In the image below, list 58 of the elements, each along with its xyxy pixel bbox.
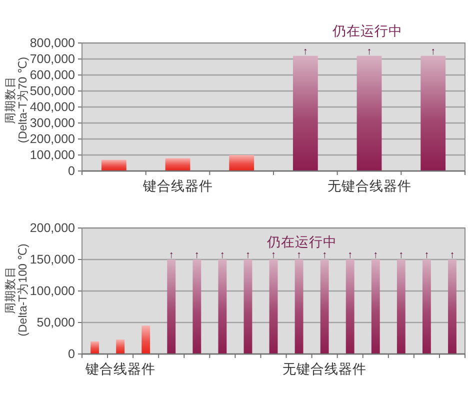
y-tick-label: 100,000 xyxy=(30,148,76,162)
data-label: ↑ xyxy=(322,250,328,261)
data-label: ↑ xyxy=(220,250,225,261)
data-label: ↑ xyxy=(450,250,455,261)
bar xyxy=(142,326,150,354)
bar xyxy=(244,260,252,354)
data-label: ↑ xyxy=(348,250,353,261)
bar xyxy=(356,56,382,171)
bar xyxy=(320,260,329,354)
annotation: 仍在运行中 xyxy=(266,234,338,250)
x-tick-label: 无键合线器件 xyxy=(327,178,412,194)
data-label: ↑ xyxy=(373,250,378,261)
y-tick-label: 400,000 xyxy=(30,100,76,114)
bar xyxy=(218,260,227,354)
y-tick-label: 50,000 xyxy=(36,316,76,330)
x-tick-label: 键合线器件 xyxy=(142,178,213,194)
data-label: ↑ xyxy=(245,250,250,261)
y-tick-label: 150,000 xyxy=(30,252,76,266)
data-label: ↑ xyxy=(366,46,372,58)
y-tick-label: 500,000 xyxy=(30,84,76,98)
data-label: ↑ xyxy=(271,250,276,261)
bar xyxy=(294,260,304,354)
text: 仍在运行中 xyxy=(331,24,402,38)
bar xyxy=(371,260,380,354)
data-label: ↑ xyxy=(430,46,436,58)
y-tick-label: 0 xyxy=(68,347,76,361)
y-tick-label: 200,000 xyxy=(30,132,76,146)
bar xyxy=(420,56,446,171)
x-tick-label: 键合线器件 xyxy=(84,362,156,376)
bar xyxy=(269,260,278,354)
y-tick-label: 600,000 xyxy=(30,68,76,82)
y-tick-label: 100,000 xyxy=(30,284,76,298)
bar xyxy=(101,160,126,171)
y-tick-label: 700,000 xyxy=(30,52,76,66)
y-tick-label: 0 xyxy=(68,164,76,178)
y-tick-label: 200,000 xyxy=(30,221,76,235)
y-axis-title: 周期数目 (Delta-T为100 ℃) xyxy=(4,244,30,336)
y-tick-label: 800,000 xyxy=(30,36,76,50)
bar xyxy=(229,155,254,171)
bar xyxy=(292,56,318,171)
x-tick-label: 无键合线器件 xyxy=(282,362,367,376)
data-label: ↑ xyxy=(302,46,308,58)
bar xyxy=(90,341,99,354)
bar xyxy=(165,158,190,171)
bar xyxy=(167,260,176,354)
data-label: ↑ xyxy=(296,250,302,261)
bar xyxy=(116,340,125,354)
data-label: ↑ xyxy=(424,250,430,261)
data-label: ↑ xyxy=(194,250,200,261)
bar xyxy=(422,260,431,354)
y-tick-label: 300,000 xyxy=(30,116,76,130)
bar xyxy=(192,260,202,354)
data-label: ↑ xyxy=(398,250,404,261)
bar xyxy=(448,260,456,354)
bar xyxy=(346,260,354,354)
bar xyxy=(396,260,406,354)
data-label: ↑ xyxy=(168,250,174,261)
y-axis-title: 周期数目 (Delta-T为70 ℃) xyxy=(4,56,30,144)
